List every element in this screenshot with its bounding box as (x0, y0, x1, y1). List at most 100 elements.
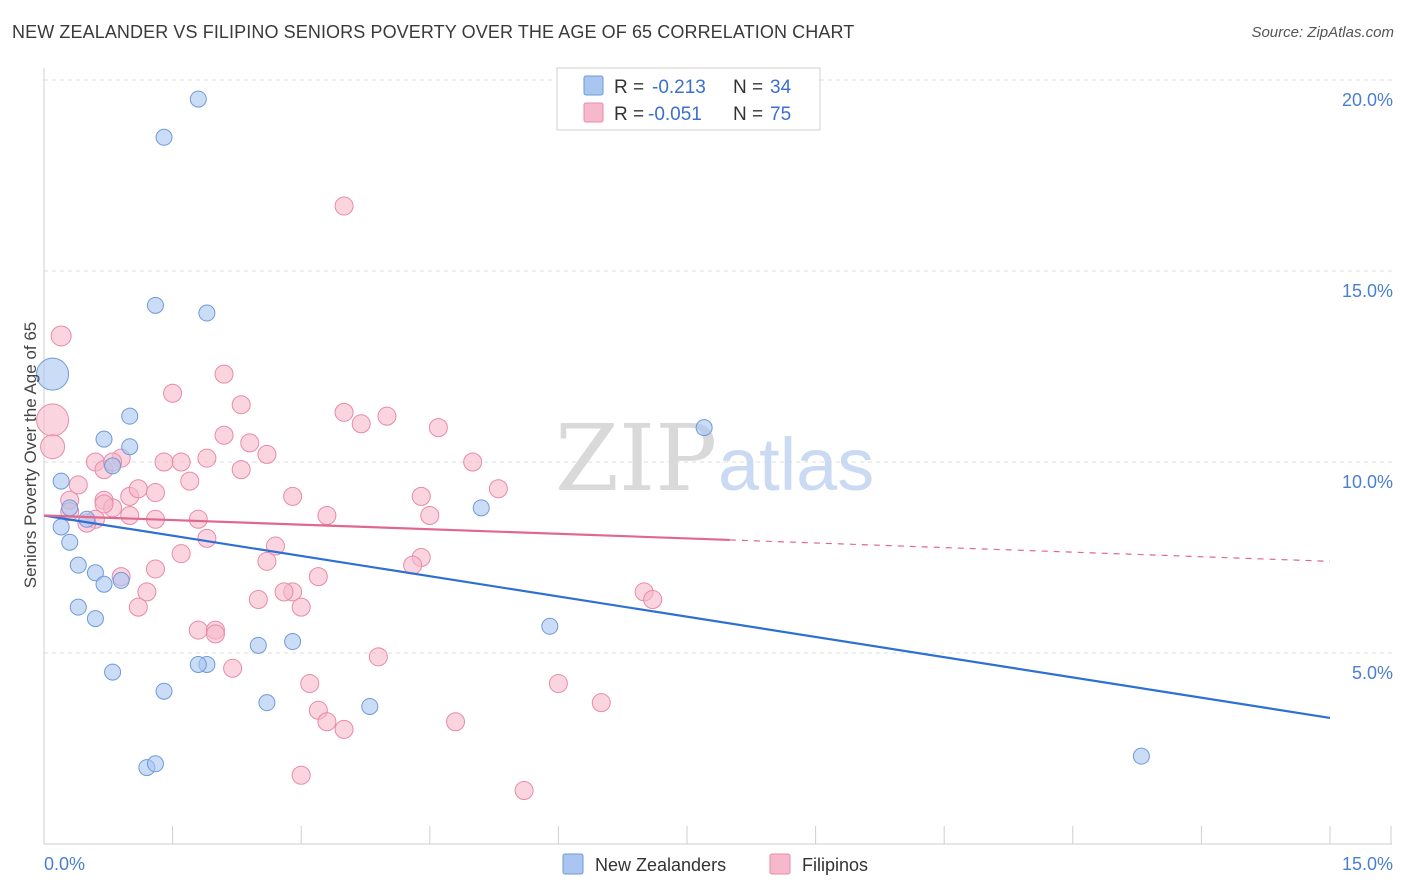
point-new-zealanders (95, 430, 113, 448)
point-filipinos (351, 414, 371, 434)
legend-n-value: 75 (770, 104, 791, 125)
point-new-zealanders (258, 694, 276, 712)
point-new-zealanders (78, 510, 96, 528)
data-points (36, 70, 1150, 801)
point-filipinos (317, 505, 337, 525)
axes (43, 68, 1392, 845)
point-filipinos (171, 544, 191, 564)
point-filipinos (197, 448, 217, 468)
point-new-zealanders (52, 472, 70, 490)
point-filipinos (231, 460, 251, 480)
chart-title: NEW ZEALANDER VS FILIPINO SENIORS POVERT… (12, 22, 855, 42)
legend-r-label: R = (614, 104, 644, 125)
watermark-atlas: atlas (718, 423, 874, 506)
point-filipinos (128, 479, 148, 499)
y-tick-label: 10.0% (1342, 472, 1393, 492)
point-filipinos (377, 406, 397, 426)
point-filipinos (171, 452, 191, 472)
point-new-zealanders (284, 633, 302, 651)
point-new-zealanders (86, 564, 104, 582)
point-new-zealanders (61, 499, 79, 517)
point-filipinos (334, 402, 354, 422)
point-filipinos (334, 719, 354, 739)
point-filipinos (248, 590, 268, 610)
point-new-zealanders (155, 128, 173, 146)
point-filipinos (163, 383, 183, 403)
trend-line-extension-filipinos (729, 539, 1331, 562)
point-filipinos (180, 471, 200, 491)
point-filipinos (240, 433, 260, 453)
point-filipinos (274, 582, 294, 602)
point-new-zealanders (61, 533, 79, 551)
series-legend: New Zealanders Filipinos (562, 853, 868, 875)
point-filipinos (145, 483, 165, 503)
point-filipinos (128, 597, 148, 617)
point-new-zealanders (198, 304, 216, 322)
stats-legend: R = -0.213 N = 34 R = -0.051 N = 75 (556, 67, 821, 131)
grid (44, 79, 1392, 654)
point-new-zealanders (36, 357, 70, 391)
point-filipinos (291, 597, 311, 617)
point-new-zealanders (361, 697, 379, 715)
point-filipinos (428, 418, 448, 438)
point-filipinos (317, 712, 337, 732)
point-filipinos (291, 765, 311, 785)
point-filipinos (283, 486, 303, 506)
point-new-zealanders (1132, 747, 1150, 765)
point-filipinos (463, 452, 483, 472)
point-new-zealanders (69, 598, 87, 616)
watermark-zip: ZIP (555, 405, 717, 512)
point-filipinos (368, 647, 388, 667)
point-new-zealanders (146, 755, 164, 773)
point-filipinos (488, 479, 508, 499)
legend-label-new-zealanders: New Zealanders (595, 855, 726, 875)
point-filipinos (214, 425, 234, 445)
y-tick-label: 5.0% (1352, 663, 1393, 683)
point-filipinos (514, 781, 534, 801)
point-new-zealanders (86, 610, 104, 628)
y-axis-title: Seniors Poverty Over the Age of 65 (21, 322, 40, 588)
point-new-zealanders (121, 438, 139, 456)
point-filipinos (257, 444, 277, 464)
legend-swatch-new-zealanders (583, 75, 604, 96)
point-filipinos (188, 509, 208, 529)
point-new-zealanders (472, 499, 490, 517)
point-filipinos (231, 395, 251, 415)
point-new-zealanders (695, 419, 713, 437)
point-filipinos (643, 590, 663, 610)
legend-swatch-new-zealanders (562, 853, 584, 875)
point-new-zealanders (52, 518, 70, 536)
point-filipinos (36, 403, 70, 437)
point-filipinos (300, 674, 320, 694)
point-filipinos (94, 494, 114, 514)
point-filipinos (68, 475, 88, 495)
point-new-zealanders (121, 407, 139, 425)
legend-r-value: -0.213 (652, 77, 706, 98)
point-new-zealanders (104, 663, 122, 681)
source-label: Source: ZipAtlas.com (1251, 24, 1394, 41)
point-filipinos (214, 364, 234, 384)
point-new-zealanders (104, 457, 122, 475)
point-new-zealanders (249, 636, 267, 654)
tick-labels: 5.0% 10.0% 15.0% 20.0% 0.0% 15.0% (44, 90, 1393, 874)
legend-swatch-filipinos (583, 102, 604, 123)
legend-n-label: N = (733, 77, 763, 98)
point-filipinos (591, 693, 611, 713)
point-new-zealanders (189, 655, 207, 673)
watermark: ZIP atlas (555, 405, 874, 512)
y-tick-label: 15.0% (1342, 281, 1393, 301)
x-tick-label: 15.0% (1342, 854, 1393, 874)
legend-r-value: -0.051 (648, 104, 702, 125)
point-filipinos (446, 712, 466, 732)
legend-n-label: N = (733, 104, 763, 125)
point-new-zealanders (69, 556, 87, 574)
point-filipinos (197, 528, 217, 548)
trend-lines (43, 514, 1331, 720)
point-new-zealanders (541, 617, 559, 635)
point-new-zealanders (189, 90, 207, 108)
point-filipinos (334, 196, 354, 216)
point-new-zealanders (112, 571, 130, 589)
point-filipinos (154, 452, 174, 472)
point-filipinos (420, 505, 440, 525)
